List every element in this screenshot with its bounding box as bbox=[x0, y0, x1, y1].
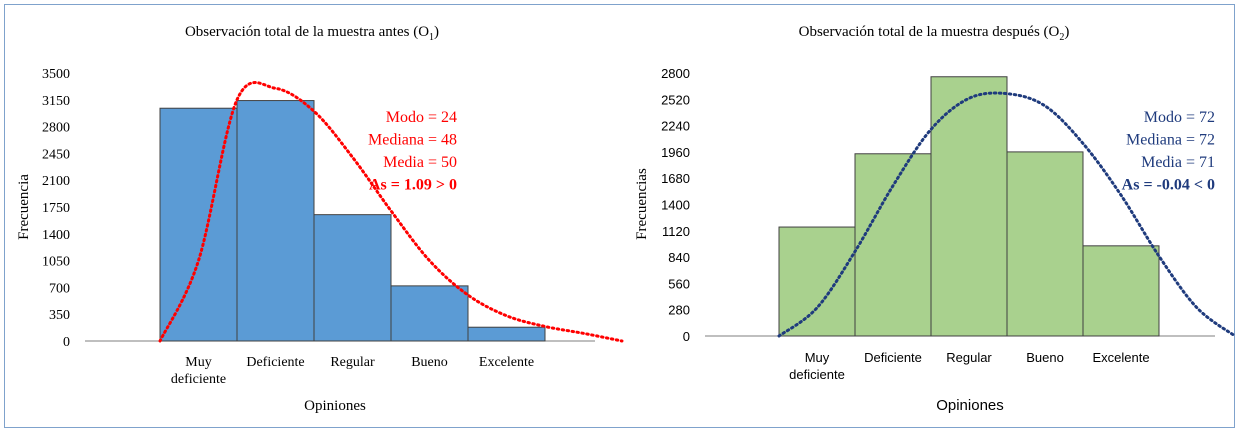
y-tick-label: 2800 bbox=[661, 66, 690, 81]
y-tick-label: 1750 bbox=[42, 201, 70, 216]
y-axis-label: Frecuencias bbox=[634, 168, 650, 240]
x-axis-label: Opiniones bbox=[936, 397, 1004, 414]
stat-annotation: Media = 50 bbox=[383, 154, 457, 171]
y-tick-label: 350 bbox=[49, 308, 70, 323]
category-label: Excelente bbox=[479, 355, 534, 370]
y-tick-label: 1400 bbox=[42, 228, 70, 243]
stat-annotation: As = -0.04 < 0 bbox=[1122, 177, 1215, 194]
category-label: Bueno bbox=[1026, 350, 1064, 365]
stat-annotation: Mediana = 48 bbox=[368, 132, 457, 149]
y-tick-label: 2100 bbox=[42, 174, 70, 189]
category-label: Muy deficiente bbox=[789, 350, 845, 382]
bar-excelente bbox=[467, 326, 546, 342]
y-tick-label: 2240 bbox=[661, 119, 690, 134]
distribution-curve bbox=[777, 91, 1237, 338]
category-label: Regular bbox=[330, 355, 375, 370]
y-tick-label: 0 bbox=[63, 335, 70, 350]
y-axis-label: Frecuencia bbox=[16, 174, 32, 240]
y-tick-label: 2450 bbox=[42, 147, 70, 162]
stat-annotation: Modo = 24 bbox=[386, 109, 457, 126]
category-label: Deficiente bbox=[864, 350, 922, 365]
category-label: Bueno bbox=[411, 355, 448, 370]
chart-title: Observación total de la muestra antes (O… bbox=[185, 24, 439, 43]
y-tick-label: 1680 bbox=[661, 171, 690, 186]
y-tick-label: 2520 bbox=[661, 92, 690, 107]
stat-annotation: As = 1.09 > 0 bbox=[369, 177, 457, 194]
stat-annotation: Mediana = 72 bbox=[1126, 132, 1215, 149]
y-tick-label: 840 bbox=[668, 250, 690, 265]
stat-annotation: Media = 71 bbox=[1141, 154, 1215, 171]
bar-excelente bbox=[1082, 245, 1160, 337]
y-tick-label: 700 bbox=[49, 281, 70, 296]
category-label: Deficiente bbox=[246, 355, 304, 370]
y-tick-label: 3150 bbox=[42, 94, 70, 109]
bar-regular bbox=[313, 214, 392, 342]
y-tick-label: 0 bbox=[683, 329, 690, 344]
stat-annotation: Modo = 72 bbox=[1144, 109, 1215, 126]
y-tick-label: 1400 bbox=[661, 198, 690, 213]
distribution-curve bbox=[158, 81, 624, 343]
y-tick-label: 280 bbox=[668, 303, 690, 318]
chart-title: Observación total de la muestra después … bbox=[799, 24, 1070, 43]
y-tick-label: 1050 bbox=[42, 255, 70, 270]
bar-bueno bbox=[390, 285, 469, 342]
y-tick-label: 1120 bbox=[662, 224, 690, 239]
category-label: Muy deficiente bbox=[171, 355, 226, 387]
y-tick-label: 2800 bbox=[42, 121, 70, 136]
y-tick-label: 1960 bbox=[661, 145, 690, 160]
bar-regular bbox=[930, 76, 1008, 337]
y-tick-label: 3500 bbox=[42, 67, 70, 82]
chart-1: Observación total de la muestra antes (O… bbox=[16, 24, 624, 414]
bar-deficiente bbox=[854, 153, 932, 337]
x-axis-label: Opiniones bbox=[304, 398, 366, 414]
y-tick-label: 560 bbox=[668, 276, 690, 291]
category-label: Regular bbox=[946, 350, 992, 365]
chart-2: Observación total de la muestra después … bbox=[634, 24, 1237, 414]
bar-muy-deficiente bbox=[778, 226, 856, 337]
category-label: Excelente bbox=[1092, 350, 1149, 365]
bar-deficiente bbox=[236, 100, 315, 342]
bar-bueno bbox=[1006, 151, 1084, 337]
